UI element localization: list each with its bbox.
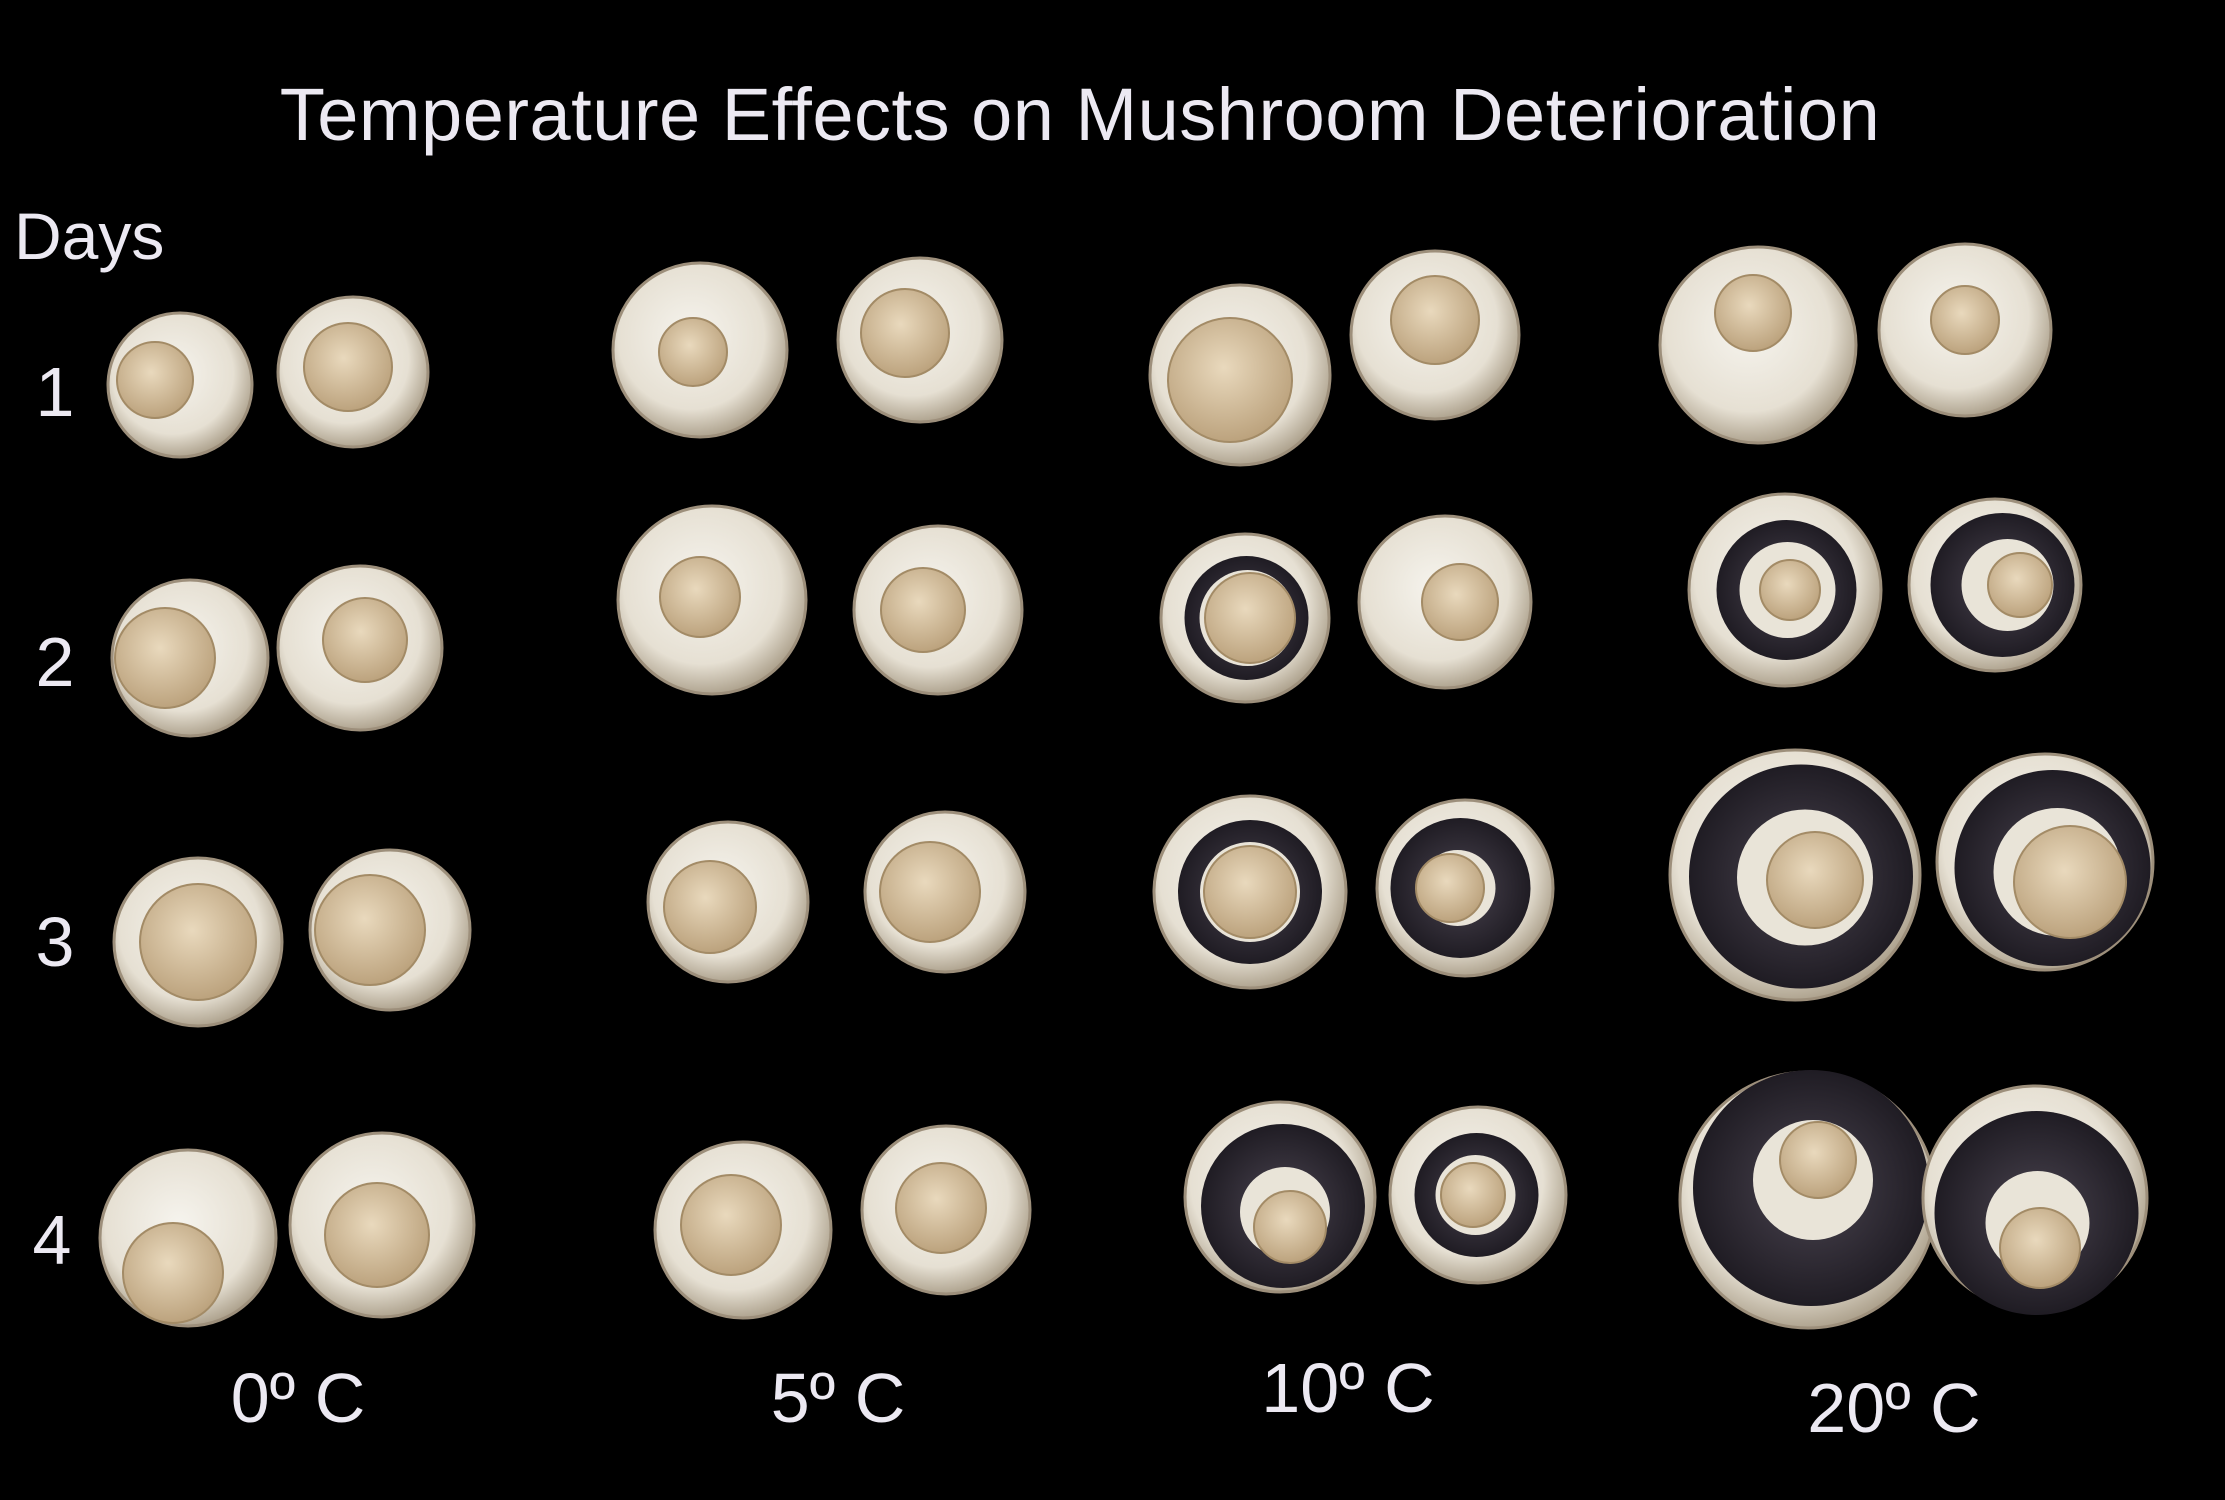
mushroom-cap [1375,798,1555,978]
mushroom-cap [1357,514,1533,690]
mushroom-cap [308,848,472,1012]
mushroom-cap [1907,497,2083,673]
mushroom-cap [1148,283,1332,467]
mushroom-cap [616,504,808,696]
mushroom-cap [1152,794,1348,990]
mushroom-cap [852,524,1024,696]
mushroom-cap [611,261,789,439]
mushroom-cap [288,1131,476,1319]
mushroom-cap [1388,1105,1568,1285]
mushroom-cap [276,564,444,732]
temp-label-0c: 0º C [230,1359,366,1437]
mushroom-cap [276,295,430,449]
mushroom-cap [110,578,270,738]
temp-label-5c: 5º C [770,1359,906,1437]
mushroom-cap [1921,1084,2149,1315]
mushroom-cap [863,810,1027,974]
mushroom-cap [98,1148,278,1328]
mushroom-cap [836,256,1004,424]
mushroom-cap [1183,1100,1377,1294]
mushroom-cap [112,856,284,1028]
days-axis-label: Days [14,199,165,273]
photo-title: Temperature Effects on Mushroom Deterior… [279,73,1881,156]
temp-label-20c: 20º C [1807,1369,1981,1447]
mushroom-cap [1935,752,2155,972]
mushroom-cap [1877,242,2053,418]
temp-label-10c: 10º C [1261,1349,1435,1427]
day-label-1: 1 [35,353,75,431]
mushroom-cap [1658,245,1858,445]
mushroom-cap [1349,249,1521,421]
mushroom-cap [106,311,254,459]
day-label-4: 4 [32,1201,72,1279]
mushroom-cap [1668,748,1922,1002]
day-label-2: 2 [35,623,75,701]
mushroom-cap [646,820,810,984]
mushroom-cap [1678,1070,1938,1330]
day-label-3: 3 [35,903,75,981]
mushroom-cap [1159,532,1331,704]
mushroom-cap [860,1124,1032,1296]
mushroom-cap [653,1140,833,1320]
mushroom-cap [1687,492,1883,688]
